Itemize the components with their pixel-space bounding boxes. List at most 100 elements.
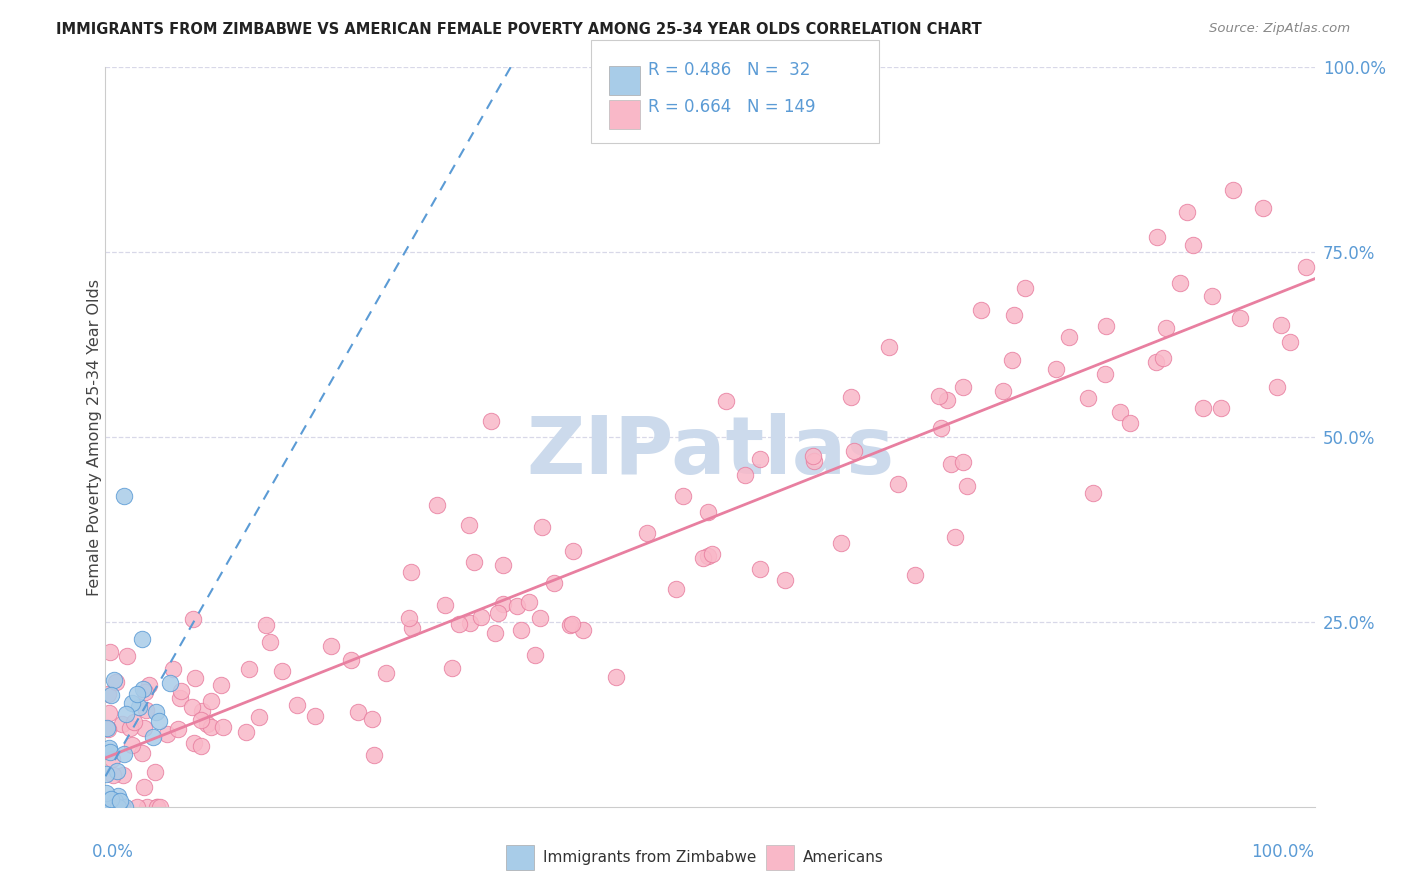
Point xyxy=(1146,355,1168,369)
Point xyxy=(543,576,565,591)
Point xyxy=(134,721,156,735)
Point xyxy=(347,705,370,719)
Point xyxy=(696,549,718,563)
Point xyxy=(449,617,471,632)
Point xyxy=(561,544,583,558)
Point xyxy=(714,393,737,408)
Point xyxy=(1045,362,1067,376)
Point xyxy=(159,676,181,690)
Point xyxy=(605,670,627,684)
Point xyxy=(104,793,127,807)
Point xyxy=(190,739,212,754)
Point xyxy=(935,392,957,407)
Point xyxy=(211,720,233,734)
Point xyxy=(886,477,908,491)
Point xyxy=(1265,380,1288,394)
Point xyxy=(486,606,509,620)
Point xyxy=(183,671,205,685)
Point xyxy=(96,800,118,814)
Point xyxy=(97,687,120,701)
Point xyxy=(1118,416,1140,430)
Point xyxy=(110,794,132,808)
Point xyxy=(135,703,157,717)
Point xyxy=(191,704,214,718)
Point xyxy=(991,384,1014,398)
Point xyxy=(167,722,190,736)
Point xyxy=(1057,329,1080,343)
Point xyxy=(114,800,136,814)
Point xyxy=(98,792,121,806)
Point xyxy=(561,617,583,632)
Point xyxy=(183,736,205,750)
Point xyxy=(1094,368,1116,382)
Point xyxy=(1192,401,1215,415)
Point xyxy=(672,489,695,503)
Point xyxy=(209,678,232,692)
Point xyxy=(169,690,191,705)
Point xyxy=(131,632,153,646)
Point xyxy=(928,389,950,403)
Point xyxy=(97,706,120,720)
Point xyxy=(700,547,723,561)
Point xyxy=(734,467,756,482)
Point xyxy=(97,740,120,755)
Text: ZIPatlas: ZIPatlas xyxy=(526,413,894,491)
Text: Americans: Americans xyxy=(803,850,884,864)
Point xyxy=(132,780,155,794)
Point xyxy=(111,800,134,814)
Point xyxy=(361,712,384,726)
Point xyxy=(200,721,222,735)
Point xyxy=(375,665,398,680)
Point xyxy=(195,717,218,731)
Point xyxy=(145,800,167,814)
Point xyxy=(122,715,145,730)
Point xyxy=(111,716,134,731)
Point xyxy=(138,678,160,692)
Point xyxy=(506,599,529,614)
Point xyxy=(558,618,581,632)
Point xyxy=(748,562,770,576)
Point xyxy=(1077,391,1099,405)
Point xyxy=(433,598,456,612)
Point xyxy=(1279,335,1302,350)
Text: 100.0%: 100.0% xyxy=(1251,843,1315,861)
Point xyxy=(939,457,962,471)
Point xyxy=(952,380,974,394)
Point xyxy=(1295,260,1317,274)
Point xyxy=(839,390,862,404)
Point xyxy=(929,421,952,435)
Point xyxy=(200,694,222,708)
Point xyxy=(571,624,593,638)
Point xyxy=(112,489,135,503)
Point xyxy=(363,747,385,762)
Point xyxy=(1168,276,1191,290)
Point xyxy=(127,800,149,814)
Point xyxy=(121,696,143,710)
Point xyxy=(94,800,117,814)
Point xyxy=(426,498,449,512)
Point xyxy=(1153,351,1175,366)
Point xyxy=(479,414,502,428)
Point xyxy=(803,454,825,468)
Point xyxy=(830,536,852,550)
Point xyxy=(970,302,993,317)
Point xyxy=(97,800,120,814)
Point xyxy=(97,800,120,814)
Point xyxy=(98,645,121,659)
Point xyxy=(254,617,277,632)
Point xyxy=(121,738,143,752)
Point xyxy=(1109,405,1132,419)
Point xyxy=(470,609,492,624)
Point xyxy=(399,566,422,580)
Point xyxy=(180,700,202,714)
Text: R = 0.664   N = 149: R = 0.664 N = 149 xyxy=(648,98,815,116)
Point xyxy=(100,752,122,766)
Point xyxy=(131,747,153,761)
Y-axis label: Female Poverty Among 25-34 Year Olds: Female Poverty Among 25-34 Year Olds xyxy=(87,278,101,596)
Text: R = 0.486   N =  32: R = 0.486 N = 32 xyxy=(648,61,810,78)
Point xyxy=(94,767,117,781)
Point xyxy=(103,800,125,814)
Text: Source: ZipAtlas.com: Source: ZipAtlas.com xyxy=(1209,22,1350,36)
Point xyxy=(100,688,122,702)
Point xyxy=(111,768,134,782)
